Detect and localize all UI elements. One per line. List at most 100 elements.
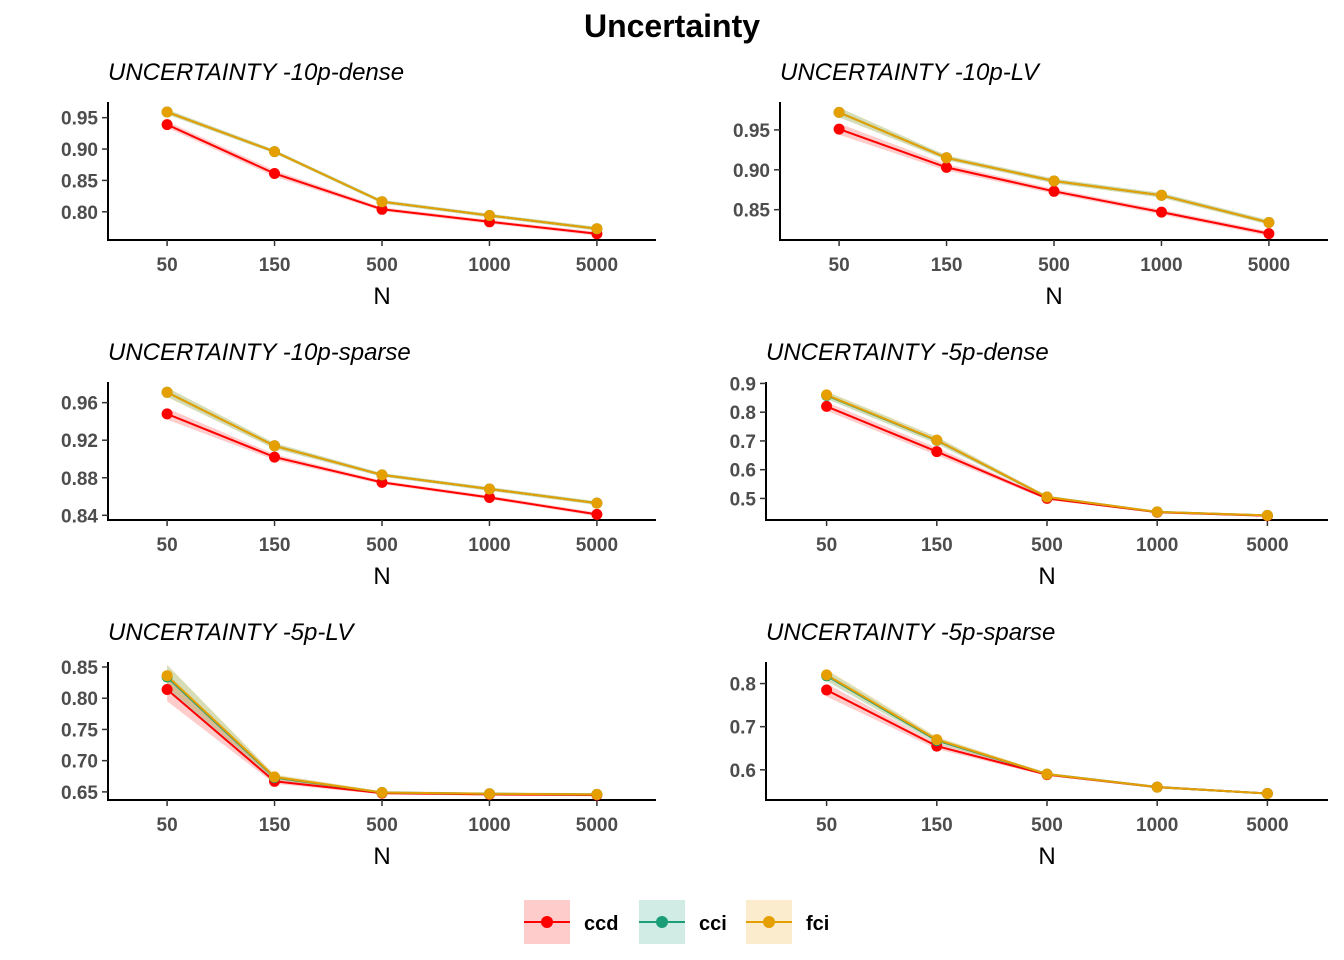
y-tick-label: 0.92 (61, 431, 98, 452)
y-tick-label: 0.8 (730, 403, 756, 424)
data-point-fci (931, 434, 943, 446)
x-tick-label: 5000 (1246, 815, 1288, 836)
x-axis-label: N (1038, 843, 1055, 870)
y-tick-label: 0.95 (733, 121, 770, 142)
data-point-fci (161, 106, 173, 118)
y-tick-label: 0.70 (61, 752, 98, 773)
panel-title: UNCERTAINTY -10p-sparse (108, 339, 411, 366)
y-tick-label: 0.7 (730, 432, 756, 453)
x-tick-label: 50 (157, 815, 178, 836)
data-point-fci (376, 787, 388, 798)
x-tick-label: 5000 (576, 815, 618, 836)
x-axis-label: N (373, 563, 390, 590)
y-tick-label: 0.84 (61, 506, 98, 527)
chart-panel-4: UNCERTAINTY -5p-dense 0.5 0.6 0.7 0.8 0.9 50 15… (730, 339, 1328, 590)
data-point-ccd (161, 684, 173, 695)
x-tick-label: 5000 (576, 255, 618, 276)
y-tick-label: 0.7 (730, 718, 756, 739)
chart-panel-2: UNCERTAINTY -10p-LV 0.85 0.90 0.95 50 150 500 1… (733, 59, 1328, 310)
panels: UNCERTAINTY -10p-dense 0.80 0.85 0.90 0.95 50… (61, 59, 1328, 870)
data-point-fci (161, 386, 173, 398)
panel-title: UNCERTAINTY -5p-dense (766, 339, 1049, 366)
legend: ccd cci fci (524, 900, 829, 944)
x-tick-label: 150 (259, 535, 291, 556)
y-tick-label: 0.75 (61, 720, 98, 741)
y-tick-label: 0.88 (61, 469, 98, 490)
y-tick-label: 0.65 (61, 783, 98, 804)
legend-label-ccd: ccd (584, 913, 618, 935)
data-point-fci (376, 469, 388, 481)
data-point-fci (941, 152, 952, 164)
x-tick-label: 1000 (468, 815, 510, 836)
data-point-ccd (376, 203, 388, 215)
data-point-fci (1263, 217, 1275, 228)
y-tick-label: 0.6 (730, 761, 756, 782)
data-point-ccd (1263, 228, 1275, 240)
data-point-fci (1041, 768, 1053, 780)
data-point-fci (821, 389, 833, 401)
figure-title: Uncertainty (584, 8, 760, 44)
x-tick-label: 500 (1031, 535, 1063, 556)
panel-title: UNCERTAINTY -10p-dense (108, 59, 404, 86)
chart-panel-6: UNCERTAINTY -5p-sparse 0.6 0.7 0.8 50 150 500 1… (730, 619, 1328, 870)
y-tick-label: 0.85 (61, 658, 98, 679)
data-point-ccd (1156, 206, 1167, 218)
data-point-fci (484, 483, 495, 495)
x-tick-label: 5000 (1248, 255, 1290, 276)
y-tick-label: 0.90 (733, 161, 770, 182)
y-tick-label: 0.8 (730, 675, 756, 696)
data-point-fci (1151, 781, 1163, 793)
x-axis-label: N (1045, 283, 1062, 310)
panel-title: UNCERTAINTY -5p-sparse (766, 619, 1055, 646)
chart-panel-5: UNCERTAINTY -5p-LV 0.65 0.70 0.75 0.80 0.85 50… (61, 619, 656, 870)
x-tick-label: 500 (366, 535, 398, 556)
data-point-fci (1261, 788, 1273, 799)
x-tick-label: 150 (931, 255, 963, 276)
legend-item-ccd: ccd (524, 900, 618, 944)
x-tick-label: 500 (366, 815, 398, 836)
legend-label-fci: fci (806, 913, 829, 935)
y-tick-label: 0.95 (61, 109, 98, 130)
data-point-fci (269, 440, 280, 452)
data-point-fci (484, 210, 495, 221)
data-point-ccd (484, 492, 495, 503)
data-point-ccd (591, 508, 603, 520)
data-point-fci (1261, 509, 1273, 521)
data-point-fci (1041, 491, 1053, 503)
data-point-fci (161, 670, 173, 682)
data-point-fci (376, 196, 388, 208)
x-tick-label: 50 (816, 815, 837, 836)
x-tick-label: 1000 (1136, 535, 1178, 556)
x-tick-label: 1000 (468, 535, 510, 556)
y-tick-label: 0.80 (61, 689, 98, 710)
data-point-fci (833, 106, 845, 118)
data-point-fci (269, 146, 280, 158)
data-point-ccd (833, 123, 845, 135)
x-tick-label: 5000 (576, 535, 618, 556)
x-tick-label: 150 (921, 535, 953, 556)
x-tick-label: 500 (1038, 255, 1070, 276)
x-tick-label: 50 (829, 255, 850, 276)
chart-panel-1: UNCERTAINTY -10p-dense 0.80 0.85 0.90 0.95 50… (61, 59, 656, 310)
x-tick-label: 150 (259, 815, 291, 836)
panel-title: UNCERTAINTY -10p-LV (780, 59, 1041, 86)
data-point-fci (591, 497, 603, 509)
x-tick-label: 1000 (1140, 255, 1182, 276)
x-tick-label: 50 (157, 535, 178, 556)
x-tick-label: 150 (921, 815, 953, 836)
data-point-fci (484, 788, 495, 800)
x-tick-label: 150 (259, 255, 291, 276)
x-tick-label: 500 (1031, 815, 1063, 836)
data-point-ccd (1048, 185, 1060, 197)
x-tick-label: 500 (366, 255, 398, 276)
x-tick-label: 50 (816, 535, 837, 556)
x-axis-label: N (373, 283, 390, 310)
data-point-ccd (821, 400, 833, 412)
y-tick-label: 0.96 (61, 394, 98, 415)
data-point-ccd (269, 168, 280, 179)
legend-item-cci: cci (639, 900, 727, 944)
x-axis-label: N (1038, 563, 1055, 590)
x-axis-label: N (373, 843, 390, 870)
y-tick-label: 0.9 (730, 374, 756, 395)
